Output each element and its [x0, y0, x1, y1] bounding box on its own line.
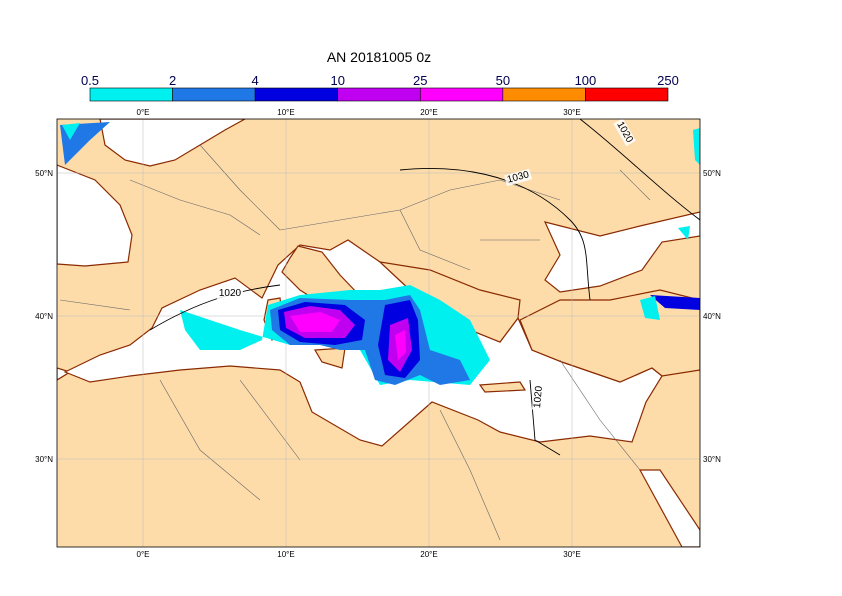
lat-label: 40°N	[703, 312, 721, 321]
contour-label: 1020	[219, 288, 242, 299]
colorbar-label: 0.5	[81, 73, 99, 88]
colorbar-swatch	[502, 87, 586, 102]
lon-label: 10°E	[277, 550, 294, 559]
colorbar-swatch	[337, 87, 421, 102]
contour-label-bg	[217, 288, 243, 299]
colorbar-label: 4	[252, 73, 259, 88]
colorbar-label: 10	[330, 73, 344, 88]
sea	[638, 469, 700, 547]
colorbar: 0.5 2 4 10 25 50 100 250	[81, 73, 679, 102]
colorbar-label: 25	[413, 73, 427, 88]
lon-label: 0°E	[137, 550, 150, 559]
contour-label: 1020	[532, 385, 545, 409]
colorbar-swatch	[419, 87, 504, 102]
colorbar-label: 250	[657, 73, 679, 88]
crete	[478, 381, 527, 393]
lon-label: 20°E	[420, 550, 437, 559]
colorbar-swatch	[172, 87, 256, 102]
borders	[59, 144, 651, 541]
sea	[57, 164, 133, 267]
lon-label: 0°E	[137, 108, 150, 117]
lat-label: 30°N	[703, 455, 721, 464]
lat-label: 50°N	[703, 169, 721, 178]
lat-label: 30°N	[35, 455, 53, 464]
lat-label: 40°N	[35, 312, 53, 321]
contour-label-bg	[531, 383, 546, 411]
colorbar-swatch	[89, 87, 173, 102]
colorbar-label: 100	[575, 73, 597, 88]
precipitation	[60, 122, 700, 385]
lon-label: 20°E	[420, 108, 437, 117]
colorbar-label: 50	[496, 73, 510, 88]
colorbar-swatch	[585, 87, 669, 102]
lat-label: 50°N	[35, 169, 53, 178]
contour-label-bg	[504, 168, 533, 187]
sea	[543, 211, 700, 293]
lon-label: 30°E	[563, 550, 580, 559]
contour-label-bg	[613, 119, 636, 147]
colorbar-label: 2	[169, 73, 176, 88]
lon-label: 10°E	[277, 108, 294, 117]
sea	[99, 119, 246, 167]
colorbar-swatch	[254, 87, 339, 102]
frame	[56, 118, 701, 548]
title: AN 20181005 0z	[327, 49, 431, 65]
lon-label: 30°E	[563, 108, 580, 117]
